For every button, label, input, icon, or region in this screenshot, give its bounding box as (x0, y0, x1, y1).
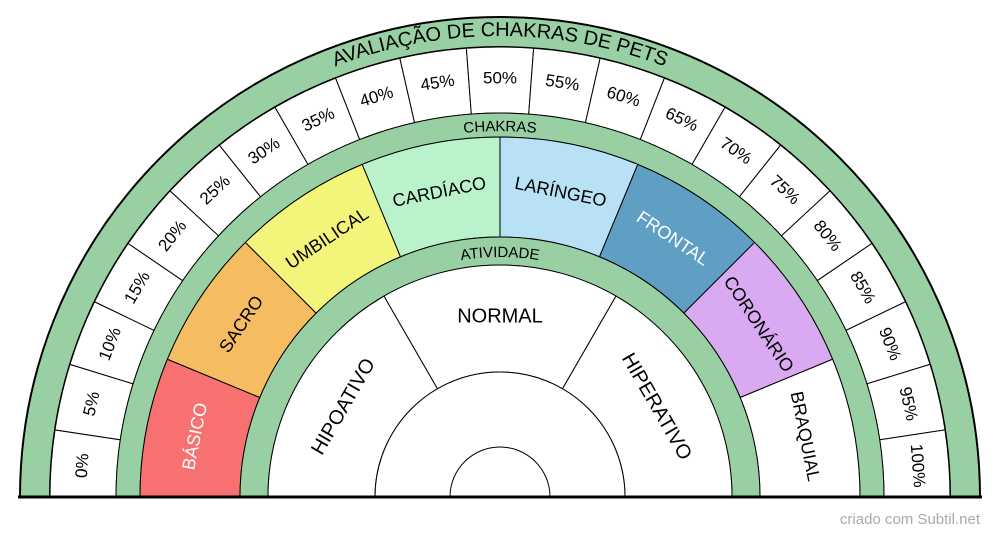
chakras-label: CHAKRAS (463, 118, 538, 137)
percent-label: 55% (544, 71, 580, 95)
percent-label: 100% (907, 443, 929, 488)
chakras-label-path: CHAKRAS (463, 118, 538, 137)
percent-label: 45% (419, 71, 455, 95)
activity-label: NORMAL (457, 305, 543, 327)
percent-label: 50% (483, 68, 517, 87)
rings (18, 16, 982, 498)
inner-ring (374, 371, 626, 498)
footer: criado com Subtil.net (840, 511, 981, 528)
percent-label: 0% (72, 453, 93, 479)
activity-label-path: ATIVIDADE (459, 244, 540, 264)
activity-label: ATIVIDADE (459, 244, 540, 264)
percent-label: 5% (79, 390, 103, 418)
